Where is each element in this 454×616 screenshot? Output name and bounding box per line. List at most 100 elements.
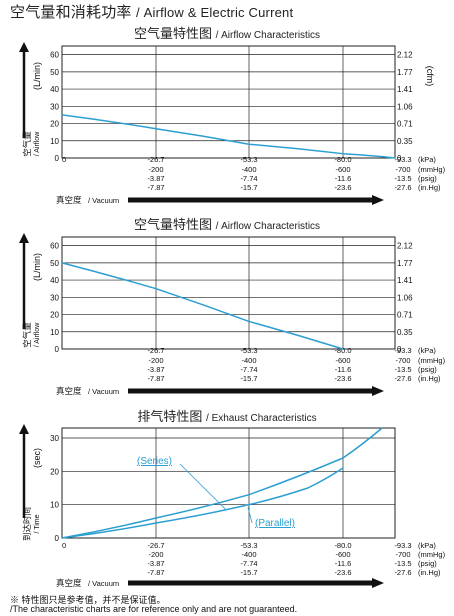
x-axis-arrow bbox=[128, 195, 384, 205]
series-line-airflow bbox=[61, 262, 344, 350]
x-axis-label-en: / Vacuum bbox=[88, 387, 119, 396]
y-axis-arrow-head bbox=[19, 42, 29, 52]
series-leader-line bbox=[247, 507, 253, 524]
y-side-label: 空气量 bbox=[22, 322, 32, 348]
x-axis-label-en: / Vacuum bbox=[88, 579, 119, 588]
y2-tick-label: 2.12 bbox=[397, 242, 413, 251]
series-line-series bbox=[61, 427, 383, 539]
x-unit-label: (psig) bbox=[418, 559, 437, 568]
x-unit-label: (in.Hg) bbox=[418, 183, 441, 192]
airflow-chart-2: 0 0 10 0.35 20 0.71 30 1.06 40 1.41 50 1.77 60 2.12 -2… bbox=[19, 233, 446, 396]
chart1-title-cn: 空气量特性图 bbox=[133, 26, 212, 41]
y-side-label-en: / Time bbox=[34, 514, 41, 533]
y2-unit-label: (cfm) bbox=[425, 66, 435, 87]
y-tick-label: 50 bbox=[50, 68, 59, 77]
y-tick-label: 10 bbox=[50, 501, 59, 510]
series-label: (Parallel) bbox=[255, 518, 295, 529]
y-tick-label: 60 bbox=[50, 51, 59, 60]
y-tick-label: 30 bbox=[50, 434, 59, 443]
x-tick-label: -400 bbox=[241, 356, 256, 365]
y-tick-label: 20 bbox=[50, 120, 59, 129]
y-unit-label: (sec) bbox=[32, 448, 42, 468]
y-tick-label: 60 bbox=[50, 242, 59, 251]
y-tick-label: 40 bbox=[50, 85, 59, 94]
x-tick-label: -26.7 bbox=[147, 541, 164, 550]
x-tick-label: -23.6 bbox=[334, 568, 351, 577]
y2-tick-label: 2.12 bbox=[397, 51, 413, 60]
x-tick-label: -26.7 bbox=[147, 346, 164, 355]
x-tick-label: -53.3 bbox=[240, 541, 257, 550]
x-tick-label: -11.6 bbox=[335, 559, 352, 568]
x-tick-label: -400 bbox=[241, 165, 256, 174]
y-side-label-en: / Airflow bbox=[34, 131, 41, 156]
x-tick-label: -80.0 bbox=[334, 541, 351, 550]
x-tick-label: -13.5 bbox=[394, 174, 411, 183]
y-tick-label: 10 bbox=[50, 328, 59, 337]
x-tick-label: -3.87 bbox=[147, 559, 164, 568]
x-axis-label: 真空度 bbox=[56, 195, 82, 205]
y2-tick-label: 0.35 bbox=[397, 137, 413, 146]
y-unit-label: (L/min) bbox=[32, 253, 42, 281]
chart2-title-en: / Airflow Characteristics bbox=[215, 221, 321, 232]
x-tick-label: -700 bbox=[395, 356, 410, 365]
y2-tick-label: 1.06 bbox=[397, 102, 413, 111]
x-tick-label: -3.87 bbox=[147, 365, 164, 374]
x-tick-label: -600 bbox=[335, 356, 350, 365]
y-tick-label: 30 bbox=[50, 293, 59, 302]
page-title-cn: 空气量和消耗功率 bbox=[10, 4, 132, 21]
page-title-en: / Airflow & Electric Current bbox=[135, 5, 294, 20]
x-axis-label: 真空度 bbox=[56, 578, 82, 588]
plot-frame bbox=[61, 45, 396, 159]
x-tick-label: -13.5 bbox=[394, 559, 411, 568]
x-tick-label: -27.6 bbox=[394, 183, 411, 192]
footnote-cn: ※ 特性图只是参考值，并不是保证值。 bbox=[10, 595, 166, 605]
x-unit-label: (mmHg) bbox=[418, 165, 446, 174]
x-tick-label: -200 bbox=[148, 165, 163, 174]
x-unit-label: (psig) bbox=[418, 174, 437, 183]
y-unit-label: (L/min) bbox=[32, 62, 42, 90]
y-tick-label: 20 bbox=[50, 467, 59, 476]
y-tick-label: 30 bbox=[50, 102, 59, 111]
x-tick-label: -93.3 bbox=[394, 155, 411, 164]
x-unit-label: (kPa) bbox=[418, 541, 436, 550]
y-side-label-en: / Airflow bbox=[34, 322, 41, 347]
x-unit-label: (kPa) bbox=[418, 155, 436, 164]
y2-tick-label: 1.41 bbox=[397, 276, 413, 285]
x-tick-label: -93.3 bbox=[394, 346, 411, 355]
x-tick-label: -15.7 bbox=[240, 374, 257, 383]
x-tick-label: -53.3 bbox=[240, 155, 257, 164]
x-unit-label: (in.Hg) bbox=[418, 568, 441, 577]
chart3-title-cn: 排气特性图 bbox=[137, 409, 203, 424]
x-unit-label: (psig) bbox=[418, 365, 437, 374]
chart-note-en: / with 10 L tank bbox=[345, 420, 389, 422]
y-tick-label: 40 bbox=[50, 276, 59, 285]
footnote-en: /The characteristic charts are for refer… bbox=[10, 604, 298, 614]
series-line-airflow bbox=[61, 114, 396, 159]
y-tick-label: 0 bbox=[55, 154, 60, 163]
x-tick-label: 0 bbox=[62, 541, 66, 550]
y-axis-arrow-head bbox=[19, 424, 29, 434]
series-leader-line bbox=[179, 463, 227, 510]
y2-tick-label: 1.77 bbox=[397, 68, 413, 77]
x-tick-label: -93.3 bbox=[394, 541, 411, 550]
x-unit-label: (in.Hg) bbox=[418, 374, 441, 383]
x-unit-label: (mmHg) bbox=[418, 356, 446, 365]
y2-tick-label: 1.41 bbox=[397, 85, 413, 94]
x-tick-label: -200 bbox=[148, 550, 163, 559]
x-tick-label: -23.6 bbox=[334, 183, 351, 192]
x-tick-label: -700 bbox=[395, 165, 410, 174]
chart1-title-en: / Airflow Characteristics bbox=[215, 30, 321, 41]
series-line-parallel bbox=[61, 467, 344, 539]
x-tick-label: -700 bbox=[395, 550, 410, 559]
y-side-label: 空气量 bbox=[22, 131, 32, 157]
x-axis-label-en: / Vacuum bbox=[88, 196, 119, 205]
x-tick-label: -7.87 bbox=[147, 374, 164, 383]
x-tick-label: -7.74 bbox=[240, 559, 257, 568]
y-tick-label: 0 bbox=[55, 534, 60, 543]
x-tick-label: -26.7 bbox=[147, 155, 164, 164]
x-tick-label: -15.7 bbox=[240, 183, 257, 192]
y2-tick-label: 0 bbox=[397, 345, 402, 354]
x-tick-label: -23.6 bbox=[334, 374, 351, 383]
x-tick-label: -7.74 bbox=[240, 365, 257, 374]
